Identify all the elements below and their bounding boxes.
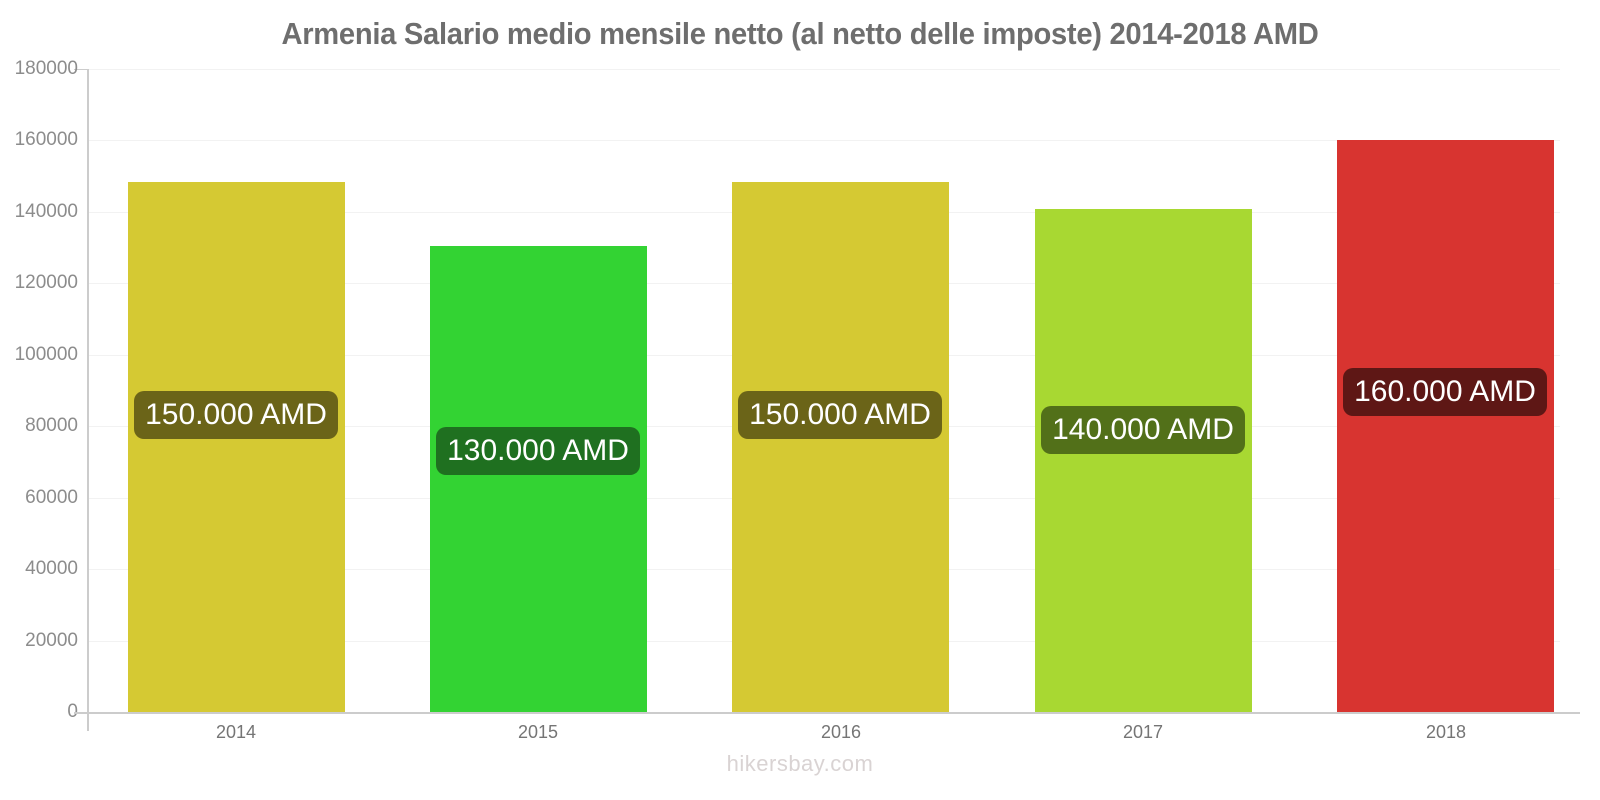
bar-value-label-2017: 140.000 AMD [1041, 406, 1245, 454]
chart-title: Armenia Salario medio mensile netto (al … [281, 16, 1319, 51]
gridline-180000 [87, 69, 1560, 70]
y-axis-label-60000: 60000 [25, 487, 78, 508]
bar-value-label-2016: 150.000 AMD [738, 391, 942, 439]
bar-2017: 140.000 AMD [1035, 209, 1252, 712]
bar-value-label-2014: 150.000 AMD [134, 391, 338, 439]
y-axis-label-0: 0 [67, 701, 78, 722]
x-axis-label-2016: 2016 [820, 722, 862, 742]
y-axis-label-120000: 120000 [14, 272, 78, 293]
x-axis-label-2015: 2015 [517, 722, 559, 742]
y-axis-line [87, 69, 89, 731]
bar-2016: 150.000 AMD [732, 182, 949, 712]
bar-2015: 130.000 AMD [430, 246, 647, 712]
bar-2014: 150.000 AMD [128, 182, 345, 712]
y-axis-label-40000: 40000 [25, 558, 78, 579]
y-axis-label-100000: 100000 [14, 344, 78, 365]
y-axis-label-80000: 80000 [25, 415, 78, 436]
x-axis-label-2017: 2017 [1122, 722, 1164, 742]
y-axis-label-20000: 20000 [25, 630, 78, 651]
x-axis-line [74, 712, 1580, 714]
x-axis-label-2014: 2014 [215, 722, 257, 742]
x-axis-label-2018: 2018 [1425, 722, 1467, 742]
y-tick-mark-top [74, 69, 89, 70]
bar-value-label-2015: 130.000 AMD [436, 427, 640, 475]
bar-2018: 160.000 AMD [1337, 140, 1554, 712]
y-axis-label-180000: 180000 [14, 58, 78, 79]
bar-value-label-2018: 160.000 AMD [1343, 368, 1547, 416]
gridline-160000 [87, 140, 1560, 141]
watermark-hikersbay: hikersbay.com [726, 751, 874, 776]
y-axis-label-160000: 160000 [14, 129, 78, 150]
y-axis-label-140000: 140000 [14, 201, 78, 222]
